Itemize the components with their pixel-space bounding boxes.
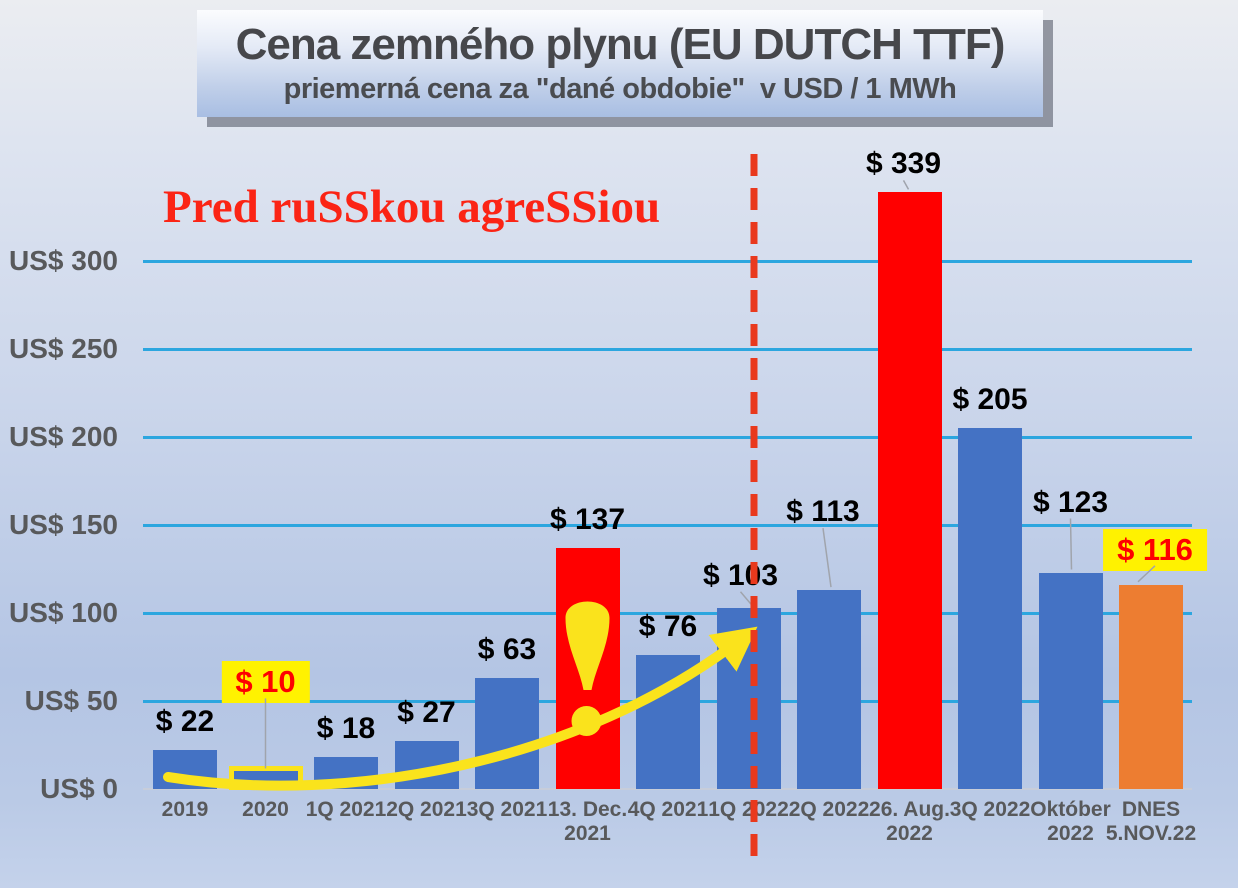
bar-value-4q-2021: $ 76: [638, 610, 698, 644]
x-axis-label-2019: 2019: [161, 798, 209, 821]
x-axis-label-2020: 2020: [242, 798, 289, 821]
pre-aggression-label: Pred ruSSkou agreSSiou: [163, 181, 661, 233]
gridline-100: [143, 612, 1192, 615]
bar-dnes-5-nov-22: [1119, 584, 1183, 789]
chart-subtitle: priemerná cena za "dané obdobie" v USD /…: [283, 73, 957, 105]
bar-2q-2021: [394, 741, 459, 789]
y-axis-label-50: US$ 50: [24, 685, 118, 716]
gridline-150: [143, 524, 1192, 527]
bar-value-3q-2021: $ 63: [477, 633, 537, 667]
bar-value-2q-2021: $ 27: [397, 696, 456, 730]
gridline-200: [143, 436, 1192, 439]
gridline-300: [143, 260, 1192, 263]
x-axis-label-okt-ber-2022: Október 2022: [1030, 798, 1111, 845]
bar-1q-2022: [716, 607, 781, 789]
y-axis-label-250: US$ 250: [9, 333, 118, 364]
bar-4q-2021: [636, 655, 700, 789]
bar-3q-2022: [958, 428, 1022, 789]
x-axis-label-26-aug-2022: 26. Aug. 2022: [869, 798, 950, 845]
y-axis-label-300: US$ 300: [9, 245, 118, 276]
x-axis-label-1q-2021: 1Q 2021: [305, 798, 387, 821]
bar-1q-2021: [314, 757, 378, 789]
y-axis-label-0: US$ 0: [40, 773, 118, 804]
bar-value-2020: $ 10: [221, 661, 310, 704]
x-axis-label-3q-2021: 3Q 2021: [466, 798, 548, 821]
x-axis-label-13-dec-2021: 13. Dec. 2021: [547, 798, 628, 845]
bar-value-13-dec-2021: $ 137: [549, 502, 626, 536]
bar-value-3q-2022: $ 205: [952, 383, 1028, 417]
x-axis-label-2q-2022: 2Q 2022: [788, 798, 870, 821]
bar-13-dec-2021: [555, 547, 620, 789]
bar-value-okt-ber-2022: $ 123: [1032, 485, 1109, 519]
y-axis-label-150: US$ 150: [9, 509, 118, 540]
chart-title: Cena zemného plynu (EU DUTCH TTF): [235, 20, 1006, 69]
y-axis-label-100: US$ 100: [9, 597, 118, 628]
y-axis-label-200: US$ 200: [9, 421, 118, 452]
x-axis-label-dnes-5-nov-22: DNES 5.NOV.22: [1105, 798, 1197, 845]
chart-title-box: Cena zemného plynu (EU DUTCH TTF) prieme…: [197, 10, 1043, 117]
bar-2q-2022: [797, 590, 861, 789]
bar-value-26-aug-2022: $ 339: [865, 147, 942, 181]
bar-3q-2021: [475, 678, 539, 789]
bar-value-1q-2022: $ 103: [702, 558, 779, 592]
highlight-box-2020: [228, 766, 303, 790]
x-axis-label-3q-2022: 3Q 2022: [949, 798, 1031, 821]
bar-2019: [153, 750, 217, 789]
bar-value-1q-2021: $ 18: [316, 712, 376, 746]
x-axis-label-2q-2021: 2Q 2021: [386, 798, 467, 821]
x-axis-label-4q-2021: 4Q 2021: [627, 798, 709, 821]
bar-value-2019: $ 22: [155, 705, 215, 739]
bar-26-aug-2022: [877, 192, 942, 789]
bar-value-dnes-5-nov-22: $ 116: [1103, 528, 1207, 571]
bar-okt-ber-2022: [1038, 572, 1103, 789]
gridline-250: [143, 348, 1192, 351]
bar-value-2q-2022: $ 113: [786, 495, 860, 529]
